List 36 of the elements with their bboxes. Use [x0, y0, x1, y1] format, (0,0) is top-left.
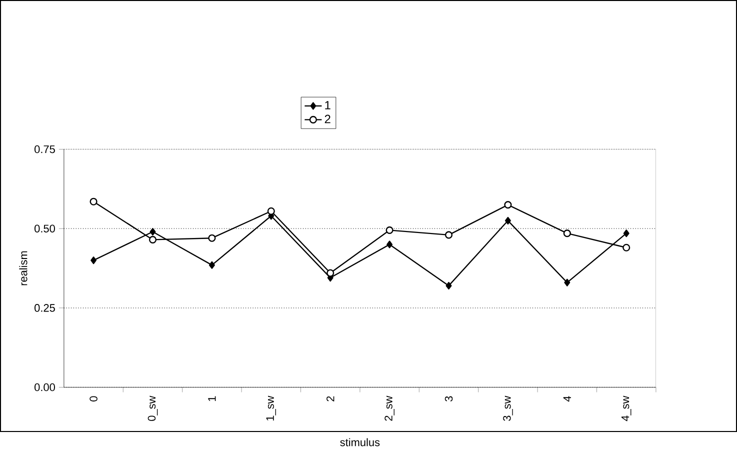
y-tick-label: 0.00 — [34, 384, 55, 392]
point — [563, 230, 571, 238]
x-tick-label: 2 — [326, 396, 334, 402]
point — [504, 217, 511, 225]
x-tick-label: 1_sw — [266, 396, 276, 421]
point — [267, 208, 275, 216]
point — [326, 269, 334, 278]
x-tick-label: 1 — [208, 396, 216, 402]
x-tick-label: 3 — [444, 396, 453, 402]
x-tick-label: 2_sw — [384, 396, 394, 422]
point — [623, 230, 630, 238]
point — [386, 226, 394, 234]
legend-label: 2 — [324, 115, 330, 124]
point — [444, 231, 453, 239]
x-tick-label: 4_sw — [622, 396, 632, 422]
point — [90, 256, 97, 264]
x-tick-label: 3_sw — [503, 396, 513, 422]
legend-label: 1 — [325, 101, 330, 110]
point — [150, 228, 156, 236]
y-axis-title: realism — [19, 252, 28, 286]
point — [564, 278, 570, 287]
point — [90, 198, 98, 206]
point — [504, 201, 512, 209]
point — [622, 244, 630, 252]
x-tick-label: 0_sw — [148, 396, 158, 422]
x-tick-label: 0 — [90, 396, 98, 402]
x-tick-label: 4 — [563, 396, 571, 402]
point — [446, 282, 452, 290]
x-axis-title: stimulus — [340, 438, 380, 446]
y-tick-label: 0.25 — [34, 304, 55, 312]
y-tick-label: 0.50 — [34, 224, 55, 233]
point — [148, 236, 157, 244]
point — [208, 234, 216, 242]
y-tick-label: 0.75 — [34, 146, 55, 154]
point — [208, 262, 215, 270]
point — [386, 240, 393, 248]
